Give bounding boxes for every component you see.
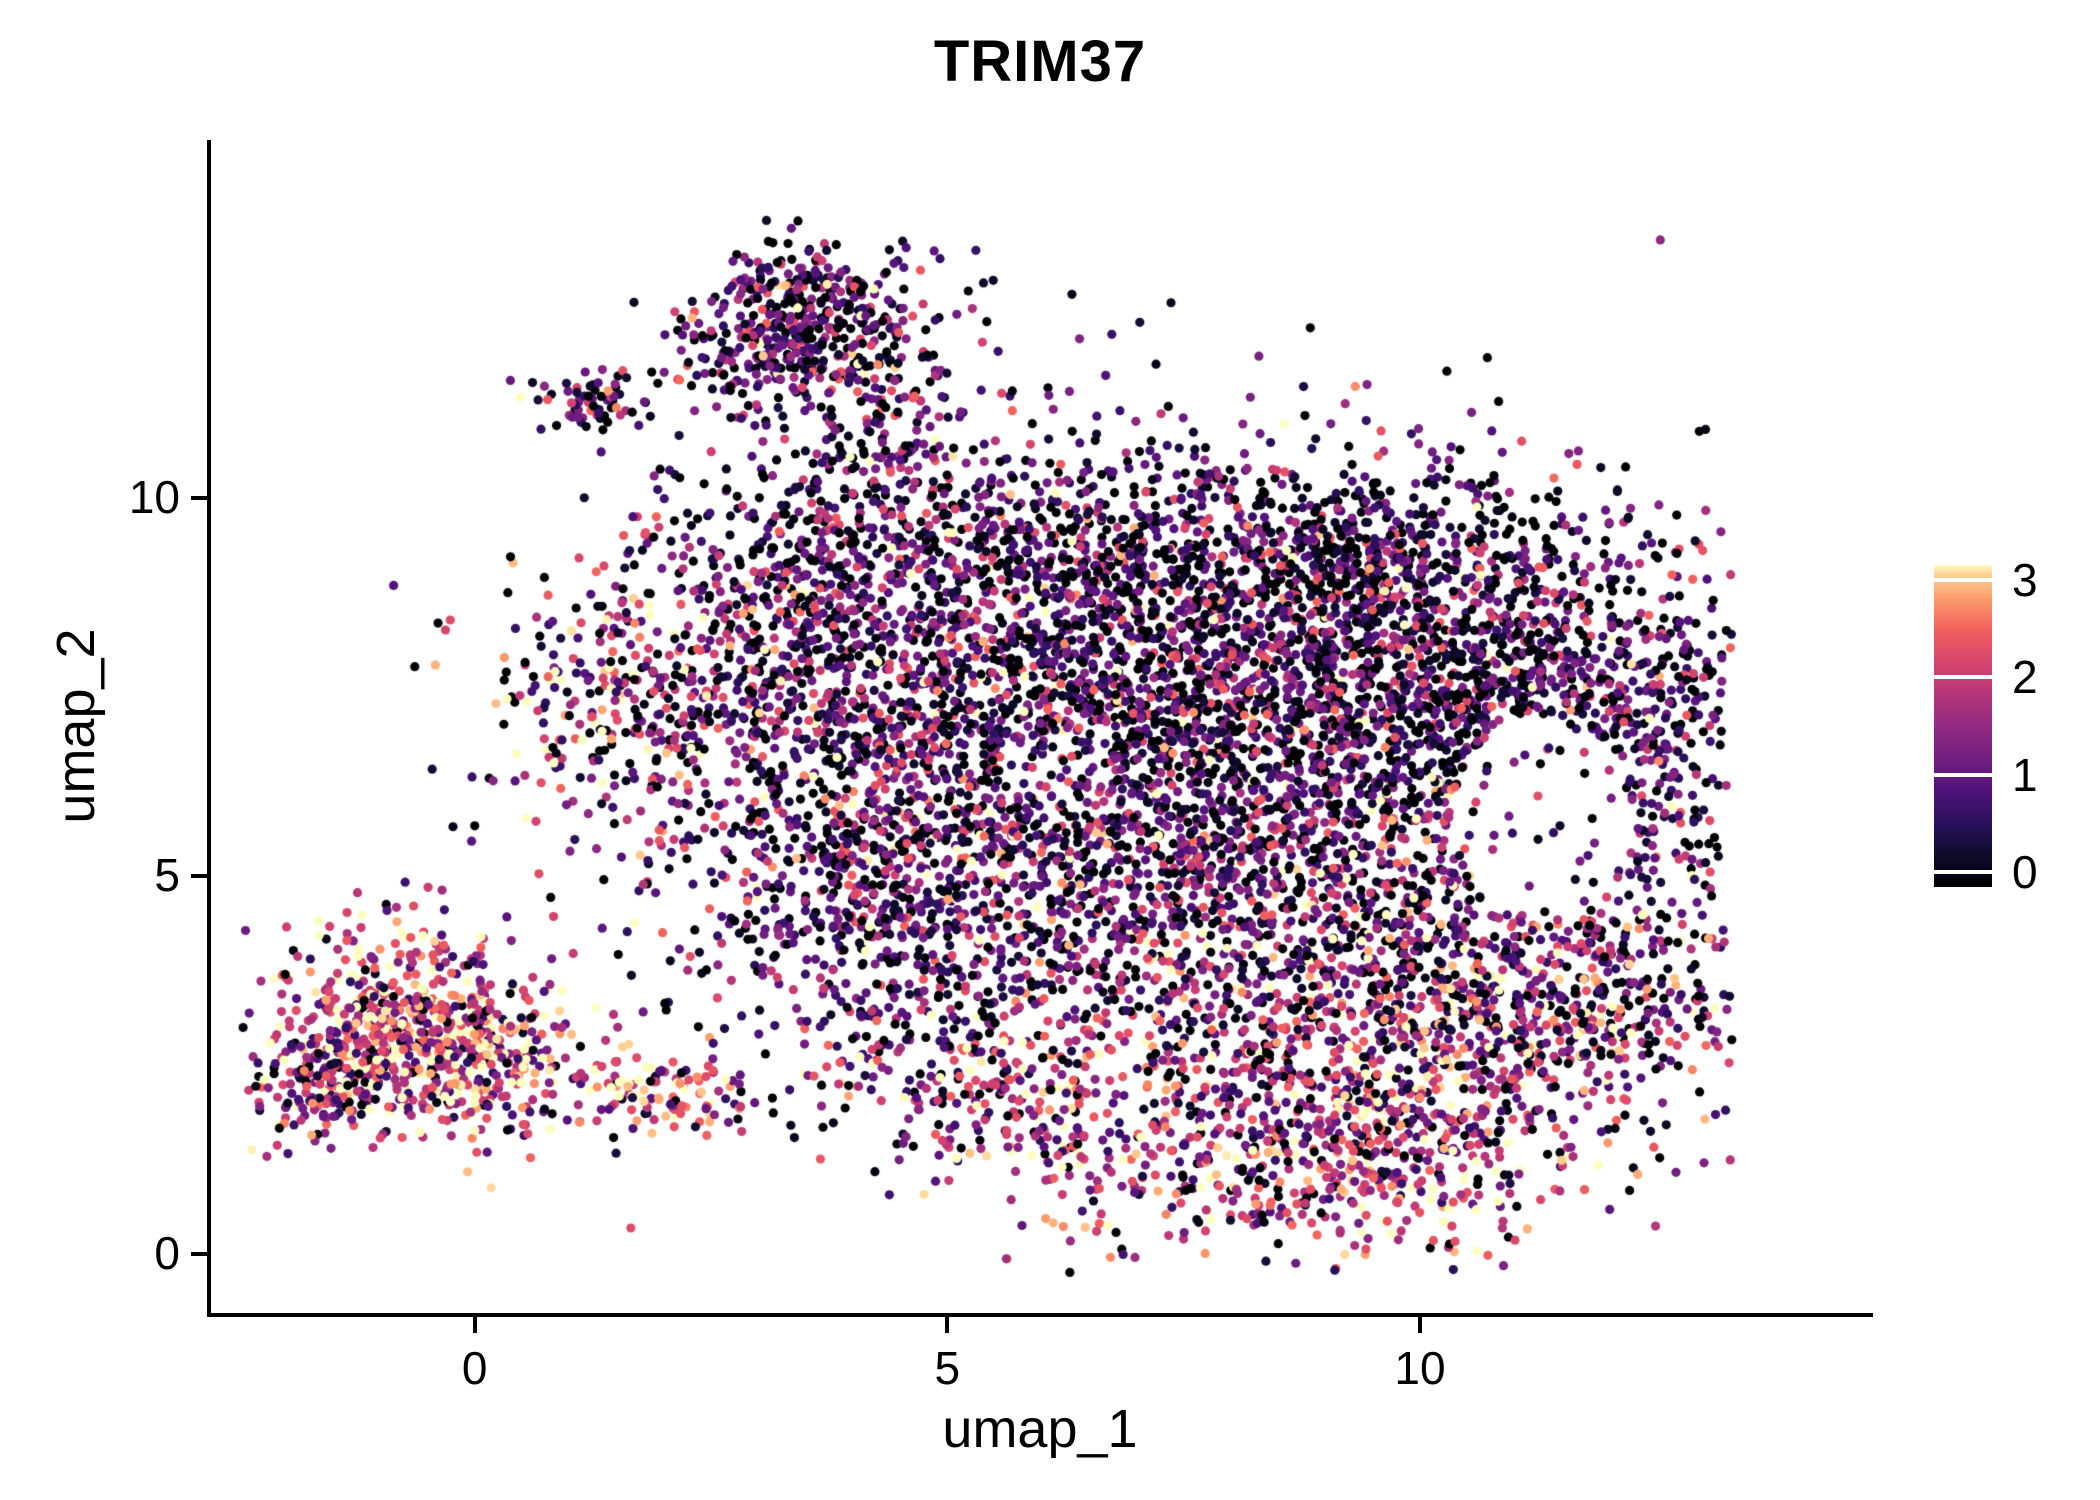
- colorbar-tick-mark: [1934, 577, 1992, 582]
- x-tick-label: 5: [934, 1342, 961, 1394]
- y-tick-mark: [191, 496, 207, 501]
- colorbar-tick-mark: [1934, 675, 1992, 680]
- x-tick-mark: [1418, 1317, 1423, 1333]
- colorbar-tick-label: 0: [2012, 846, 2038, 899]
- y-tick-mark: [191, 1252, 207, 1257]
- x-tick-mark: [472, 1317, 477, 1333]
- x-axis-title: umap_1: [942, 1399, 1138, 1459]
- y-axis-title: umap_2: [46, 628, 106, 824]
- colorbar-tick-label: 3: [2012, 553, 2038, 606]
- expression-colorbar: [1934, 565, 1992, 887]
- y-tick-label: 10: [128, 471, 180, 524]
- x-tick-label: 0: [461, 1342, 488, 1394]
- colorbar-tick-label: 2: [2012, 651, 2038, 704]
- x-tick-mark: [945, 1317, 950, 1333]
- y-axis-line: [207, 140, 211, 1317]
- colorbar-tick-label: 1: [2012, 748, 2038, 801]
- x-axis-line: [207, 1313, 1873, 1317]
- colorbar-tick-mark: [1934, 870, 1992, 875]
- y-tick-label: 5: [154, 849, 180, 902]
- x-tick-label: 10: [1394, 1342, 1446, 1394]
- y-tick-mark: [191, 874, 207, 879]
- colorbar-tick-mark: [1934, 772, 1992, 777]
- y-tick-label: 0: [154, 1227, 180, 1280]
